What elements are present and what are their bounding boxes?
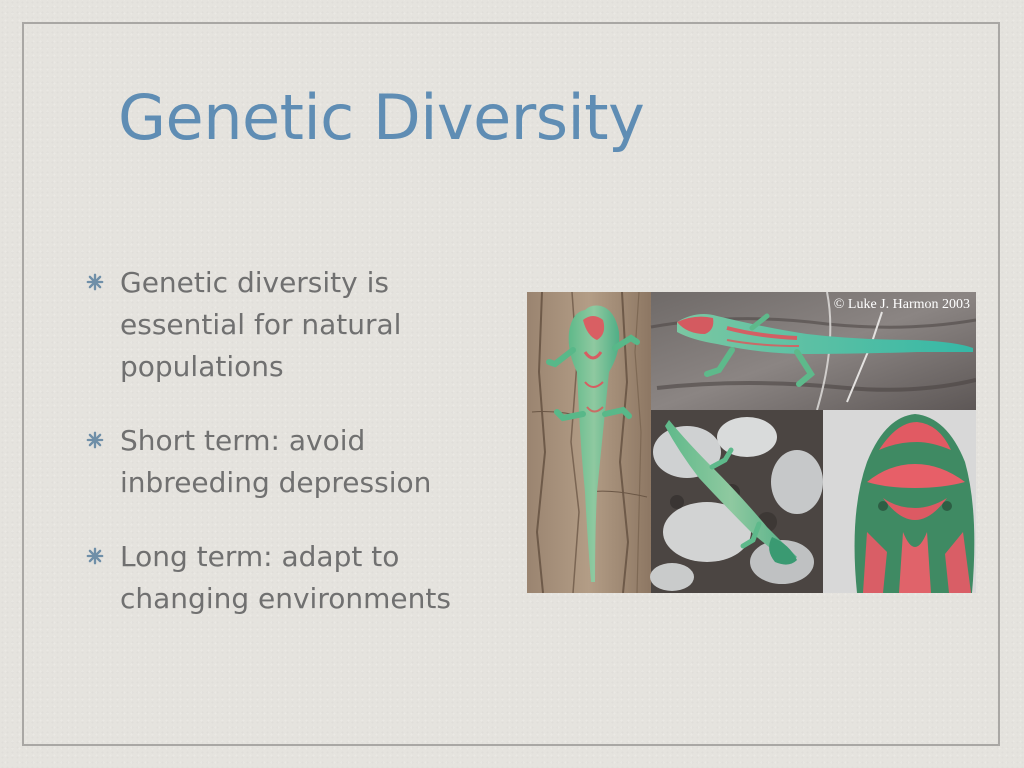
asterisk-bullet-icon [86,431,104,449]
bullet-text: Short term: avoid inbreeding depression [120,424,432,499]
bullet-text: Genetic diversity is essential for natur… [120,266,402,383]
slide-title: Genetic Diversity [118,81,645,154]
bullet-item: Long term: adapt to changing environment… [84,536,514,620]
asterisk-bullet-icon [86,547,104,565]
slide-border [22,22,1000,746]
photo-credit: © Luke J. Harmon 2003 [834,297,970,312]
bullet-item: Short term: avoid inbreeding depression [84,420,514,504]
gecko-on-rock-photo [650,292,976,411]
gecko-photos-image: © Luke J. Harmon 2003 [527,292,976,593]
bullet-text: Long term: adapt to changing environment… [120,540,451,615]
asterisk-bullet-icon [86,273,104,291]
gecko-photo-collage: © Luke J. Harmon 2003 [527,292,976,593]
gecko-on-bark-photo [527,292,651,593]
bullet-item: Genetic diversity is essential for natur… [84,262,514,388]
gecko-head-closeup-photo [823,410,976,593]
gecko-on-lichen-photo [650,410,823,593]
bullet-list: Genetic diversity is essential for natur… [84,262,514,652]
